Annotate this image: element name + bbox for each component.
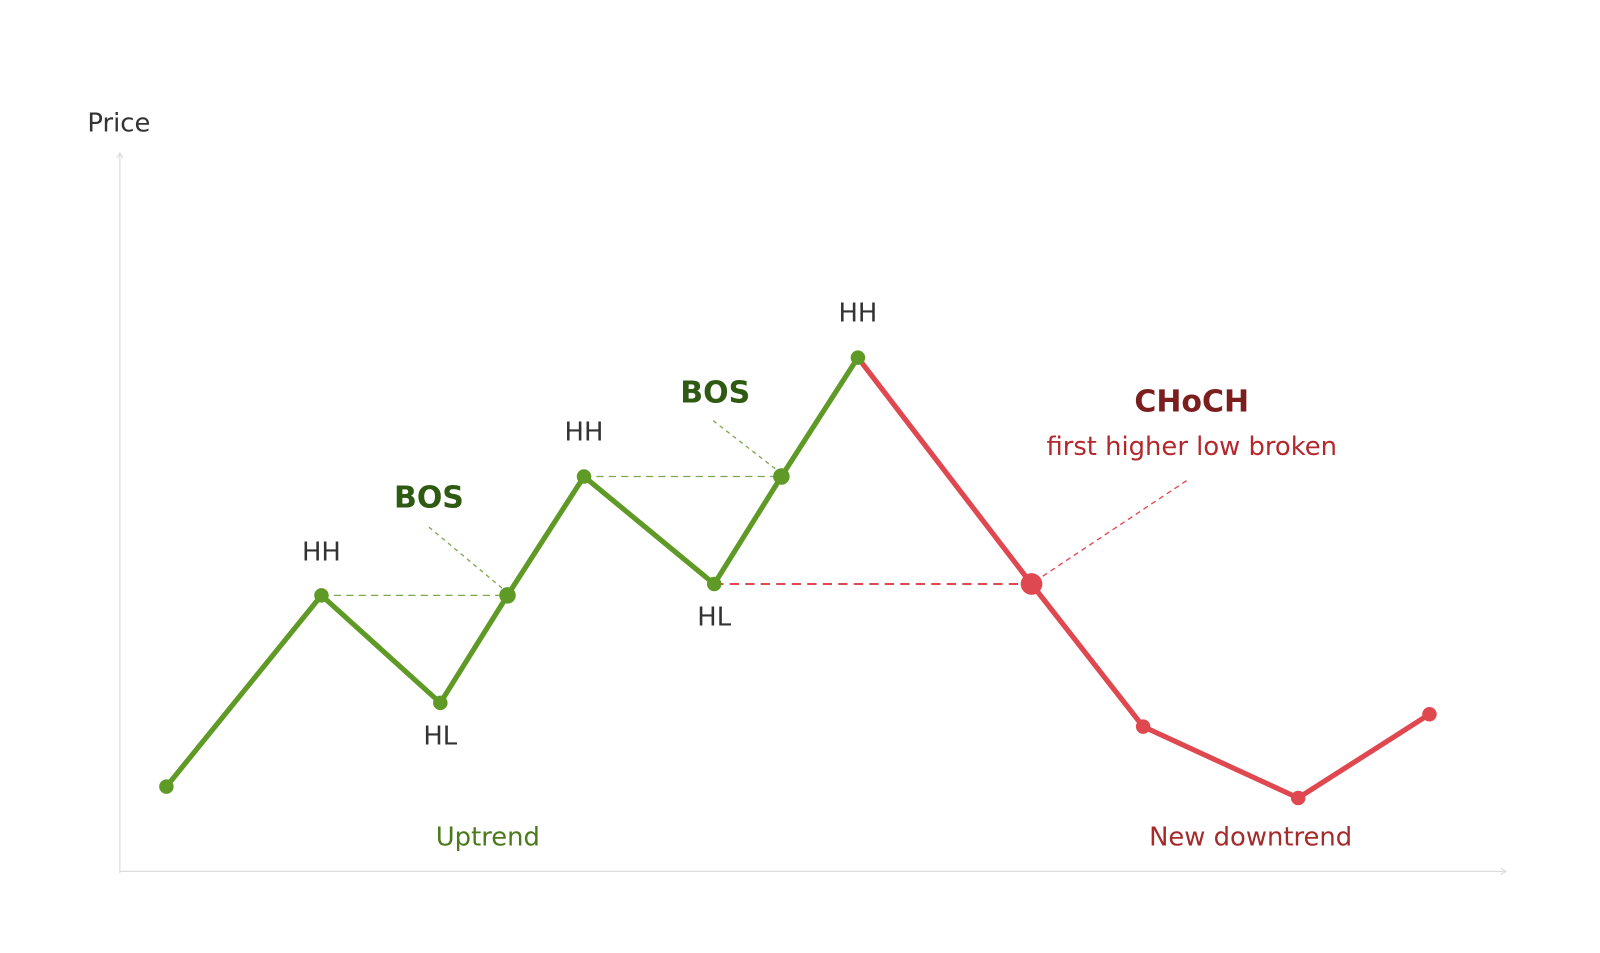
swing-point [1422,706,1437,722]
leader-line [1038,480,1187,580]
uptrend-line [163,355,861,790]
choch-label: CHoCH [1134,385,1249,420]
swing-point [159,779,174,794]
swing-point [433,695,448,711]
choch-note: first higher low broken [1046,432,1337,462]
point-label: HL [423,721,457,751]
downtrend-points [1020,573,1437,806]
point-label: HH [838,299,877,329]
swing-point [1290,790,1306,806]
x-axis-arrow [1500,867,1508,875]
choch-point [1020,573,1043,595]
y-axis-arrow [116,151,124,159]
swing-point [499,587,516,604]
point-label: HL [697,603,731,633]
phase-label: New downtrend [1149,823,1352,853]
point-label: HH [565,418,604,448]
swing-point [706,576,722,592]
swing-point [850,350,866,365]
y-axis-label: Price [87,109,150,139]
bos-label: BOS [394,481,464,516]
swing-point [576,469,592,484]
point-label: HH [302,537,341,567]
swing-point [1135,719,1151,734]
leader-line [428,526,504,590]
swing-point [773,468,790,485]
leader-line [712,420,778,471]
uptrend-points [159,350,866,794]
phase-label: Uptrend [436,823,540,853]
swing-point [314,588,329,603]
bos-label: BOS [680,375,750,410]
